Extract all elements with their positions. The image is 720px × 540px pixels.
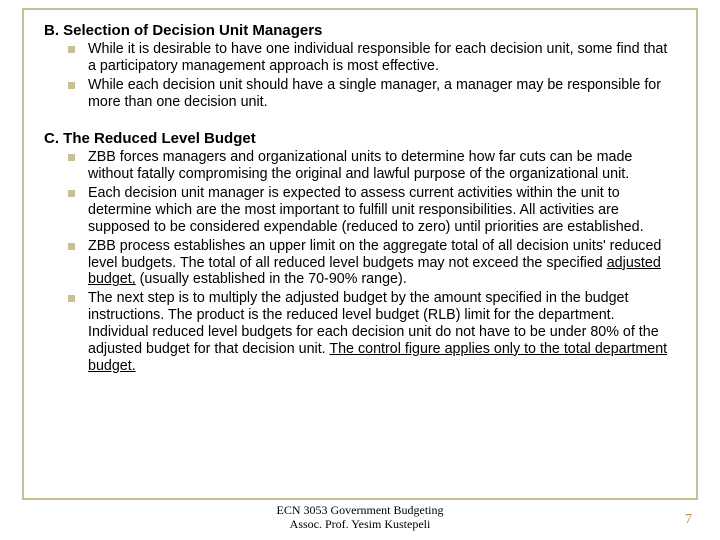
list-item: While each decision unit should have a s…	[68, 77, 676, 111]
text-run: (usually established in the 70-90% range…	[136, 271, 407, 287]
list-item: While it is desirable to have one indivi…	[68, 41, 676, 75]
list-item: Each decision unit manager is expected t…	[68, 185, 676, 236]
section-c-list: ZBB forces managers and organizational u…	[44, 149, 676, 374]
footer-course: ECN 3053 Government Budgeting	[277, 504, 444, 518]
footer-center: ECN 3053 Government Budgeting Assoc. Pro…	[277, 504, 444, 532]
list-item: The next step is to multiply the adjuste…	[68, 290, 676, 374]
page-number: 7	[685, 512, 692, 528]
content-frame: B. Selection of Decision Unit Managers W…	[22, 8, 698, 500]
section-b-list: While it is desirable to have one indivi…	[44, 41, 676, 110]
section-b-heading: B. Selection of Decision Unit Managers	[44, 22, 676, 39]
text-run: ZBB process establishes an upper limit o…	[88, 238, 661, 271]
list-item: ZBB forces managers and organizational u…	[68, 149, 676, 183]
list-item: ZBB process establishes an upper limit o…	[68, 238, 676, 289]
footer: ECN 3053 Government Budgeting Assoc. Pro…	[0, 504, 720, 532]
footer-author: Assoc. Prof. Yesim Kustepeli	[277, 518, 444, 532]
section-c-heading: C. The Reduced Level Budget	[44, 130, 676, 147]
